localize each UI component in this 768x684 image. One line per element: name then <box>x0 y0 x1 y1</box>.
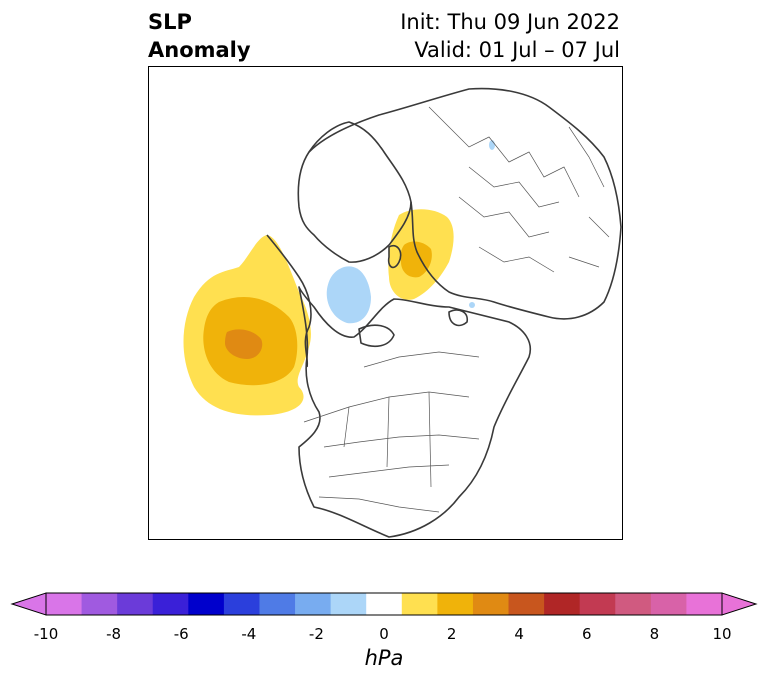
title-field: Anomaly <box>148 38 251 62</box>
coastlines <box>266 87 622 538</box>
colorbar-outline <box>45 592 723 616</box>
anomaly-laptev-minus2hpa <box>469 302 475 308</box>
valid-range: Valid: 01 Jul – 07 Jul <box>414 38 620 62</box>
map-dates: Init: Thu 09 Jun 2022 Valid: 01 Jul – 07… <box>400 8 620 64</box>
colorbar-segment <box>650 593 687 615</box>
colorbar-segment <box>330 593 367 615</box>
colorbar-tick-label: -10 <box>33 625 59 643</box>
colorbar-segment <box>472 593 510 615</box>
colorbar-tick-label: 2 <box>446 625 457 643</box>
colorbar-tick-label: 10 <box>712 625 732 643</box>
colorbar-tick-label: -6 <box>173 625 189 643</box>
colorbar-segment <box>223 593 260 615</box>
coastline-greenland <box>297 121 412 263</box>
colorbar-segment <box>437 593 474 615</box>
colorbar-tick-label: -8 <box>106 625 122 643</box>
colorbar <box>10 592 758 616</box>
colorbar-segment <box>579 593 616 615</box>
slp-anomaly-map <box>148 66 623 540</box>
borders <box>303 106 610 513</box>
border-lines-north-america <box>303 351 480 513</box>
anomaly-ne-pacific-6hpa <box>225 329 263 359</box>
anomaly-siberia-minus2hpa <box>489 140 495 150</box>
colorbar-segment <box>615 593 652 615</box>
title-variable: SLP <box>148 10 192 34</box>
coastline-eurasia <box>308 87 622 320</box>
colorbar-extend-min <box>10 592 47 616</box>
coastline-north-america <box>298 286 531 538</box>
colorbar-tick-label: 6 <box>582 625 592 643</box>
colorbar-segment <box>366 593 403 615</box>
border-lines-europe <box>428 106 610 273</box>
colorbar-extend-max <box>721 592 758 616</box>
coastline-alaska <box>266 234 312 368</box>
colorbar-segment <box>152 593 189 615</box>
colorbar-segment <box>508 593 545 615</box>
colorbar-segment <box>686 593 723 615</box>
coastline-arctic-islands <box>358 244 469 348</box>
colorbar-unit-label: hPa <box>364 646 404 670</box>
colorbar-tick-label: 0 <box>379 625 389 643</box>
colorbar-tick-label: -4 <box>241 625 257 643</box>
anomaly-kara-4hpa <box>400 241 432 278</box>
colorbar-segment <box>259 593 296 615</box>
colorbar-segment <box>401 593 438 615</box>
colorbar-tick-label: 8 <box>649 625 660 643</box>
map-title: SLP Anomaly <box>148 8 251 64</box>
colorbar-segment <box>295 593 332 615</box>
colorbar-segment <box>46 593 83 615</box>
colorbar-tick-label: 4 <box>514 625 524 643</box>
colorbar-segment <box>81 593 118 615</box>
colorbar-segment <box>544 593 581 615</box>
colorbar-segment <box>117 593 154 615</box>
init-date: Init: Thu 09 Jun 2022 <box>400 10 620 34</box>
anomaly-arctic-minus2hpa <box>326 266 371 324</box>
colorbar-tick-label: -2 <box>308 625 324 643</box>
colorbar-segment <box>188 593 225 615</box>
